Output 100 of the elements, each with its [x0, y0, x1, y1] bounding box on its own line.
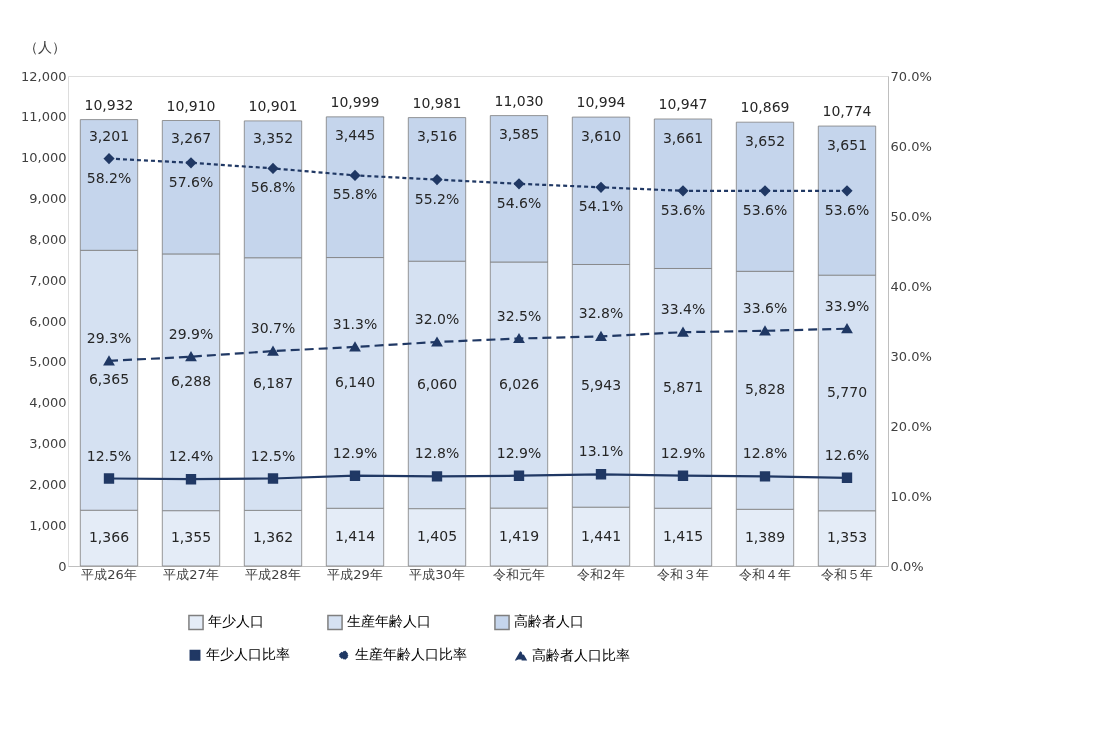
point: [185, 352, 197, 362]
point: [841, 324, 853, 334]
y-tick-label: 12,000: [21, 68, 67, 84]
data-label: 33.6%: [742, 299, 788, 316]
total-label: 10,981: [412, 94, 462, 111]
data-label: 3,585: [498, 126, 540, 143]
x-tick-label: 平成27年: [163, 566, 219, 582]
total-label: 10,994: [576, 94, 626, 111]
y-tick-label: 11,000: [21, 109, 67, 125]
point: [185, 474, 197, 485]
legend-label: 生産年齢人口比率: [355, 646, 467, 663]
point: [841, 185, 853, 196]
data-label: 3,516: [416, 127, 458, 144]
y2-tick-label: 70.0%: [890, 68, 932, 84]
data-label: 6,026: [498, 376, 540, 393]
data-label: 6,187: [252, 375, 294, 392]
data-label: 12.8%: [414, 445, 460, 462]
y-tick-label: 3,000: [29, 436, 67, 451]
data-label: 3,445: [334, 126, 376, 143]
data-label: 5,943: [580, 376, 622, 393]
data-label: 53.6%: [742, 201, 788, 218]
point: [677, 327, 689, 337]
point: [103, 153, 115, 164]
y-tick-label: 4,000: [29, 395, 67, 411]
data-label: 29.9%: [168, 325, 214, 342]
data-label: 12.9%: [496, 444, 542, 461]
y2-tick-label: 60.0%: [890, 138, 932, 154]
y-tick-label: 10,000: [21, 150, 67, 166]
y-tick-label: 2,000: [29, 476, 67, 492]
data-label: 13.1%: [578, 443, 624, 460]
data-label: 32.0%: [414, 311, 460, 327]
y-tick-label: 0: [58, 558, 67, 574]
data-label: 6,365: [88, 371, 130, 388]
legend-label: 年少人口比率: [206, 646, 290, 663]
data-label: 55.8%: [332, 186, 378, 203]
y2-tick-label: 0.0%: [890, 558, 924, 574]
total-label: 10,932: [84, 96, 134, 113]
point: [595, 182, 607, 193]
data-label: 1,353: [826, 529, 868, 546]
data-label: 53.6%: [660, 201, 706, 218]
x-tick-label: 令和2年: [577, 566, 625, 582]
total-label: 10,999: [330, 93, 380, 110]
x-tick-label: 平成29年: [327, 566, 383, 582]
total-label: 10,869: [740, 99, 790, 116]
data-label: 55.2%: [414, 190, 460, 207]
y2-tick-label: 10.0%: [890, 488, 932, 504]
data-label: 1,415: [662, 528, 704, 545]
data-label: 6,140: [334, 373, 376, 390]
y-tick-label: 9,000: [29, 191, 67, 206]
point: [759, 185, 771, 196]
data-label: 12.8%: [742, 445, 788, 462]
point: [431, 174, 443, 185]
data-label: 3,610: [580, 127, 622, 144]
total-label: 10,947: [658, 96, 708, 112]
point: [185, 157, 197, 168]
point: [349, 342, 361, 352]
data-label: 12.5%: [250, 447, 296, 464]
data-label: 6,060: [416, 375, 458, 392]
point: [349, 170, 361, 181]
data-label: 1,355: [170, 529, 212, 546]
data-label: 56.8%: [250, 179, 296, 196]
data-label: 1,389: [744, 528, 786, 545]
data-label: 3,661: [662, 130, 704, 147]
point: [595, 331, 607, 342]
point: [677, 185, 689, 196]
data-label: 31.3%: [332, 315, 378, 332]
y-tick-label: 7,000: [29, 272, 67, 288]
data-label: 3,652: [744, 133, 786, 150]
y-tick-label: 8,000: [29, 231, 67, 247]
point: [513, 333, 525, 344]
data-label: 12.5%: [86, 447, 132, 464]
data-label: 1,405: [416, 528, 458, 545]
total-label: 10,774: [822, 103, 872, 120]
legend-label: 生産年齢人口: [347, 613, 431, 630]
data-label: 12.9%: [332, 444, 378, 461]
point: [267, 163, 279, 174]
data-label: 1,441: [580, 527, 622, 544]
point: [103, 356, 115, 366]
data-label: 32.8%: [578, 305, 624, 322]
y2-tick-label: 40.0%: [890, 278, 932, 294]
total-label: 11,030: [494, 92, 544, 109]
total-label: 10,910: [166, 97, 216, 114]
data-label: 29.3%: [86, 329, 132, 346]
data-label: 3,352: [252, 130, 294, 147]
x-tick-label: 令和５年: [821, 566, 873, 582]
data-label: 3,651: [826, 137, 868, 154]
y2-tick-label: 50.0%: [890, 208, 932, 224]
data-label: 1,419: [498, 528, 540, 545]
data-label: 1,362: [252, 529, 294, 546]
point: [431, 337, 443, 347]
y-tick-label: 5,000: [29, 354, 67, 370]
data-label: 6,288: [170, 373, 212, 390]
data-label: 3,267: [170, 129, 212, 146]
y2-tick-label: 30.0%: [890, 348, 932, 364]
point: [841, 472, 853, 483]
point: [677, 470, 689, 481]
x-tick-label: 令和３年: [657, 566, 709, 582]
data-label: 5,770: [826, 383, 868, 400]
data-label: 33.4%: [660, 301, 706, 318]
data-label: 5,871: [662, 379, 704, 396]
